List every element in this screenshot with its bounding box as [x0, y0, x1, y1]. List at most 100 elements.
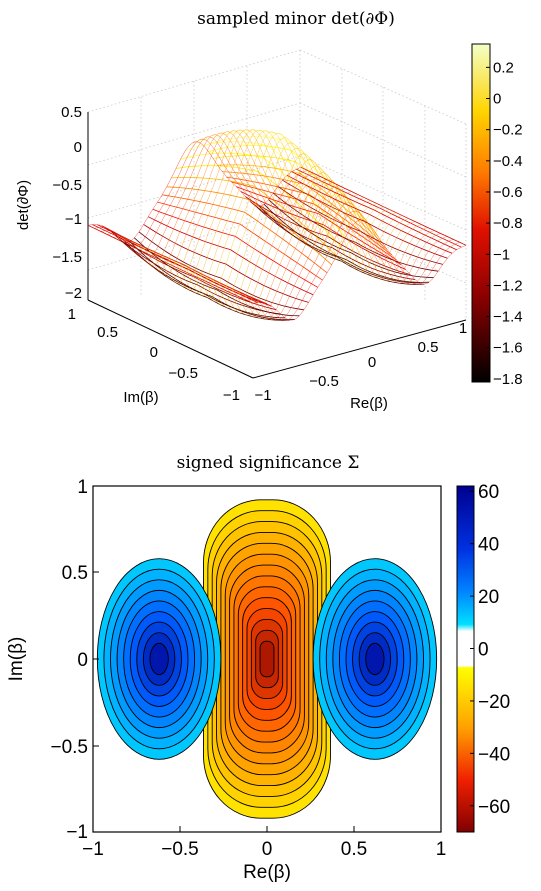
- surface-mesh-line: [233, 194, 448, 321]
- re-tick-label: −1: [254, 387, 271, 404]
- surface-mesh-line: [126, 130, 340, 276]
- surface-colorbar-tick-label: −0.8: [493, 215, 523, 232]
- z-tick-label: −2: [65, 285, 82, 302]
- im-tick-label: −0.5: [168, 365, 198, 382]
- surface-mesh-line: [166, 186, 332, 266]
- surface-colorbar: [471, 43, 491, 383]
- contour-colorbar-tick-label: 20: [478, 587, 499, 608]
- surface-mesh-line: [296, 168, 462, 248]
- surface-colorbar-tick-label: −1: [493, 246, 510, 263]
- surface-colorbar-tick-label: −1.4: [493, 309, 523, 326]
- surface-mesh-line: [277, 186, 443, 265]
- contour-colorbar-tick-label: −20: [478, 692, 510, 713]
- y-tick-label: 1: [77, 477, 88, 498]
- surface-mesh-line: [94, 138, 308, 249]
- x-tick-label: 0.5: [341, 839, 367, 860]
- z-tick-label: −1.5: [52, 249, 82, 266]
- surface-mesh: [87, 129, 467, 321]
- surface-mesh-line: [221, 179, 435, 319]
- surface-mesh-line: [240, 202, 454, 321]
- surface-title: sampled minor det(∂Φ): [197, 9, 395, 29]
- surface-mesh-line: [183, 142, 397, 306]
- z-tick-label: 0: [74, 139, 82, 156]
- surface-mesh-line: [138, 129, 352, 284]
- surface-mesh-line: [176, 137, 390, 302]
- contour-y-tick-labels: 1 0.5 0 −0.5 −1: [50, 477, 88, 843]
- surface-colorbar-tick-label: 0: [493, 91, 501, 108]
- surface-mesh-line: [106, 134, 321, 261]
- contour-plot: signed significance Σ −1 −0.5 0 0.5 1 Re…: [6, 453, 510, 883]
- surface-mesh-line: [100, 136, 314, 255]
- contour-fills: [96, 499, 438, 819]
- surface-colorbar-tick-label: −0.6: [493, 184, 523, 201]
- contour-colorbar-tick-label: −40: [478, 744, 510, 765]
- surface-plot: sampled minor det(∂Φ): [15, 9, 523, 412]
- contour-level-negative: [259, 640, 275, 678]
- x-tick-label: −1: [82, 839, 104, 860]
- surface-colorbar-ticks: 0.2 0 −0.2 −0.4 −0.6 −0.8 −1 −1.2 −1.4 −1.6 −1.8: [486, 59, 523, 388]
- im-tick-label: 1: [68, 306, 76, 323]
- surface-colorbar-tick-label: −0.4: [493, 153, 523, 170]
- z-tick-label: 0.5: [61, 104, 82, 121]
- im-tick-label: 0.5: [97, 324, 118, 341]
- surface-colorbar-tick-label: −0.2: [493, 122, 523, 139]
- surface-colorbar-tick-label: 0.2: [493, 59, 514, 76]
- surface-axes: [87, 112, 467, 379]
- surface-colorbar-tick-label: −1.6: [493, 340, 523, 357]
- z-axis-label: det(∂Φ): [15, 180, 32, 230]
- y-tick-label: 0.5: [62, 563, 88, 584]
- contour-y-axis-label: Im(β): [6, 637, 27, 682]
- surface-mesh-line: [208, 165, 422, 316]
- surface-mesh-line: [195, 153, 409, 311]
- surface-colorbar-tick-label: −1.2: [493, 277, 523, 294]
- surface-mesh-line: [119, 131, 333, 271]
- im-tick-label: 0: [150, 344, 158, 361]
- surface-mesh-line: [151, 129, 365, 291]
- z-tick-labels: 0.5 0 −0.5 −1 −1.5 −2: [52, 104, 82, 302]
- contour-x-tick-labels: −1 −0.5 0 0.5 1: [82, 839, 446, 860]
- surface-mesh-line: [162, 194, 328, 274]
- contour-colorbar-tick-label: 60: [478, 482, 499, 503]
- im-tick-labels: 1 0.5 0 −0.5 −1: [68, 306, 240, 404]
- surface-mesh-line: [145, 129, 359, 287]
- surface-mesh-line: [170, 133, 384, 299]
- surface-mesh-line: [217, 164, 383, 244]
- surface-mesh-line: [189, 147, 403, 309]
- surface-mesh-line: [164, 131, 378, 296]
- y-tick-label: −1: [66, 822, 88, 843]
- x-tick-label: 1: [436, 839, 447, 860]
- contour-colorbar-tick-label: 0: [478, 640, 489, 661]
- contour-colorbar-tick-label: 40: [478, 535, 499, 556]
- surface-mesh-line: [202, 159, 416, 314]
- contour-colorbar: [456, 485, 475, 833]
- re-tick-label: 0: [368, 354, 376, 371]
- contour-level-positive: [365, 642, 385, 676]
- re-tick-labels: −1 −0.5 0 0.5 1: [254, 320, 467, 404]
- contour-x-axis-label: Re(β): [243, 862, 291, 883]
- re-tick-label: 0.5: [418, 339, 439, 356]
- surface-colorbar-tick-label: −1.8: [493, 371, 523, 388]
- re-tick-label: 1: [459, 320, 467, 337]
- y-tick-label: 0: [77, 650, 88, 671]
- surface-mesh-line: [113, 132, 327, 266]
- contour-colorbar-tick-label: −60: [478, 797, 510, 818]
- im-axis-label: Im(β): [123, 389, 158, 406]
- contour-title: signed significance Σ: [177, 453, 360, 473]
- surface-mesh-line: [132, 129, 346, 280]
- re-axis-label: Re(β): [350, 395, 388, 412]
- x-tick-label: −0.5: [161, 839, 199, 860]
- surface-box-grid: [87, 49, 467, 320]
- y-tick-label: −0.5: [50, 737, 88, 758]
- z-tick-label: −0.5: [52, 177, 82, 194]
- x-tick-label: 0: [262, 839, 273, 860]
- z-tick-label: −1: [65, 211, 82, 228]
- re-tick-label: −0.5: [309, 373, 339, 390]
- contour-x-ticks: [93, 571, 355, 832]
- surface-mesh-line: [87, 141, 302, 243]
- surface-mesh-line: [152, 208, 318, 288]
- contour-colorbar-ticks: 60 40 20 0 −20 −40 −60: [470, 482, 510, 818]
- surface-mesh-line: [157, 130, 371, 294]
- contour-level-positive: [149, 642, 169, 676]
- im-tick-label: −1: [223, 387, 240, 404]
